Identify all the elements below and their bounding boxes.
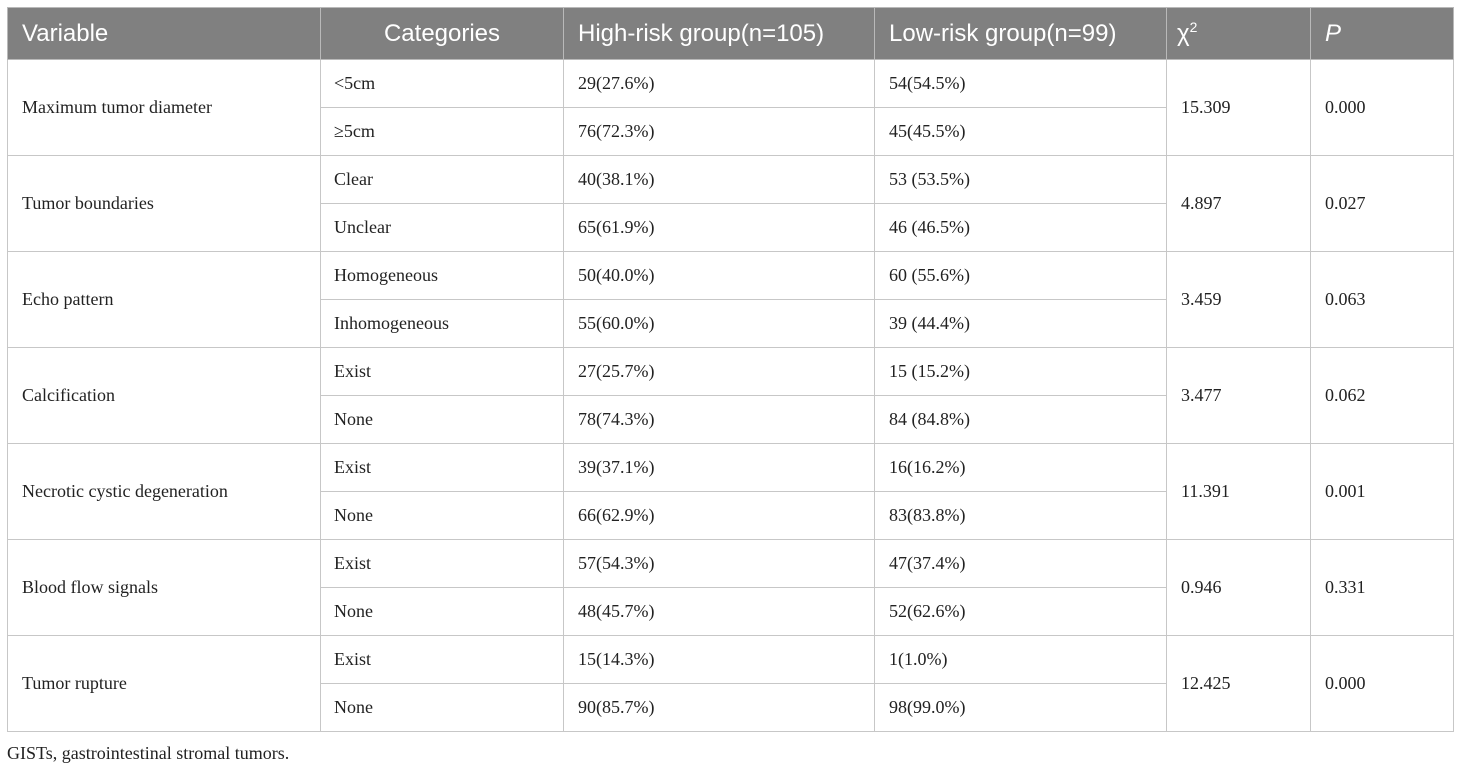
table-row: Calcification Exist 27(25.7%) 15 (15.2%) 3.4…: [7, 347, 1454, 444]
table-footnote: GISTs, gastrointestinal stromal tumors.: [7, 743, 290, 763]
high-risk-cell: 76(72.3%): [563, 107, 875, 156]
p-value-cell: 0.062: [1310, 347, 1454, 444]
table-row: None 90(85.7%) 98(99.0%): [8, 683, 1454, 732]
header-low-risk: Low-risk group(n=99): [874, 7, 1167, 60]
variable-cell: Echo pattern: [7, 251, 321, 348]
results-table: Variable Categories High-risk group(n=10…: [7, 7, 1454, 732]
high-risk-cell: 57(54.3%): [563, 539, 875, 588]
low-risk-cell: 83(83.8%): [874, 491, 1167, 540]
variable-cell: Tumor boundaries: [7, 155, 321, 252]
variable-cell: Calcification: [7, 347, 321, 444]
high-risk-cell: 39(37.1%): [563, 443, 875, 492]
category-cell: Exist: [320, 443, 564, 492]
variable-cell: Blood flow signals: [7, 539, 321, 636]
p-value-cell: 0.063: [1310, 251, 1454, 348]
low-risk-cell: 46 (46.5%): [874, 203, 1167, 252]
high-risk-cell: 66(62.9%): [563, 491, 875, 540]
high-risk-cell: 78(74.3%): [563, 395, 875, 444]
low-risk-cell: 84 (84.8%): [874, 395, 1167, 444]
category-cell: Homogeneous: [320, 251, 564, 300]
header-row: Variable Categories High-risk group(n=10…: [7, 7, 1454, 60]
category-cell: ≥5cm: [320, 107, 564, 156]
table-row: None 66(62.9%) 83(83.8%): [8, 491, 1454, 540]
high-risk-cell: 40(38.1%): [563, 155, 875, 204]
header-p-value: P: [1310, 7, 1454, 60]
table-row: Inhomogeneous 55(60.0%) 39 (44.4%): [8, 299, 1454, 348]
high-risk-cell: 48(45.7%): [563, 587, 875, 636]
header-variable: Variable: [7, 7, 321, 60]
low-risk-cell: 60 (55.6%): [874, 251, 1167, 300]
category-cell: Exist: [320, 635, 564, 684]
low-risk-cell: 98(99.0%): [874, 683, 1167, 732]
table-row: Maximum tumor diameter <5cm 29(27.6%) 54(54…: [7, 59, 1454, 156]
p-value-cell: 0.000: [1310, 635, 1454, 732]
category-cell: None: [320, 491, 564, 540]
table-body: Maximum tumor diameter <5cm 29(27.6%) 54(54…: [7, 59, 1454, 732]
low-risk-cell: 45(45.5%): [874, 107, 1167, 156]
category-cell: Clear: [320, 155, 564, 204]
category-cell: Unclear: [320, 203, 564, 252]
table-row: None 48(45.7%) 52(62.6%): [8, 587, 1454, 636]
chi-square-cell: 0.946: [1166, 539, 1311, 636]
header-categories: Categories: [320, 7, 564, 60]
chi-square-cell: 11.391: [1166, 443, 1311, 540]
category-cell: Exist: [320, 539, 564, 588]
category-cell: <5cm: [320, 59, 564, 108]
chi-square-cell: 3.477: [1166, 347, 1311, 444]
category-cell: None: [320, 395, 564, 444]
low-risk-cell: 15 (15.2%): [874, 347, 1167, 396]
p-value-cell: 0.027: [1310, 155, 1454, 252]
high-risk-cell: 55(60.0%): [563, 299, 875, 348]
chi-square-cell: 12.425: [1166, 635, 1311, 732]
chi-square-cell: 4.897: [1166, 155, 1311, 252]
p-value-cell: 0.001: [1310, 443, 1454, 540]
table-row: Blood flow signals Exist 57(54.3%) 47(37.4%…: [7, 539, 1454, 636]
p-value-cell: 0.000: [1310, 59, 1454, 156]
variable-cell: Necrotic cystic degeneration: [7, 443, 321, 540]
table-row: Tumor rupture Exist 15(14.3%) 1(1.0%) 12.425…: [7, 635, 1454, 732]
table-row: Tumor boundaries Clear 40(38.1%) 53 (53.5%)…: [7, 155, 1454, 252]
low-risk-cell: 47(37.4%): [874, 539, 1167, 588]
low-risk-cell: 52(62.6%): [874, 587, 1167, 636]
low-risk-cell: 39 (44.4%): [874, 299, 1167, 348]
high-risk-cell: 90(85.7%): [563, 683, 875, 732]
p-value-cell: 0.331: [1310, 539, 1454, 636]
chi-square-cell: 3.459: [1166, 251, 1311, 348]
chi-square-cell: 15.309: [1166, 59, 1311, 156]
low-risk-cell: 54(54.5%): [874, 59, 1167, 108]
variable-cell: Maximum tumor diameter: [7, 59, 321, 156]
header-chi-square: χ2: [1166, 7, 1311, 60]
table-row: Necrotic cystic degeneration Exist 39(37.1…: [7, 443, 1454, 540]
high-risk-cell: 29(27.6%): [563, 59, 875, 108]
header-high-risk: High-risk group(n=105): [563, 7, 875, 60]
category-cell: Inhomogeneous: [320, 299, 564, 348]
high-risk-cell: 27(25.7%): [563, 347, 875, 396]
low-risk-cell: 1(1.0%): [874, 635, 1167, 684]
table-row: Echo pattern Homogeneous 50(40.0%) 60 (55.6…: [7, 251, 1454, 348]
category-cell: None: [320, 587, 564, 636]
category-cell: None: [320, 683, 564, 732]
high-risk-cell: 15(14.3%): [563, 635, 875, 684]
table-row: Unclear 65(61.9%) 46 (46.5%): [8, 203, 1454, 252]
chi-symbol: χ: [1177, 19, 1190, 47]
table-row: None 78(74.3%) 84 (84.8%): [8, 395, 1454, 444]
category-cell: Exist: [320, 347, 564, 396]
high-risk-cell: 65(61.9%): [563, 203, 875, 252]
variable-cell: Tumor rupture: [7, 635, 321, 732]
chi-superscript: 2: [1189, 18, 1198, 35]
table-row: ≥5cm 76(72.3%) 45(45.5%): [8, 107, 1454, 156]
low-risk-cell: 16(16.2%): [874, 443, 1167, 492]
high-risk-cell: 50(40.0%): [563, 251, 875, 300]
low-risk-cell: 53 (53.5%): [874, 155, 1167, 204]
